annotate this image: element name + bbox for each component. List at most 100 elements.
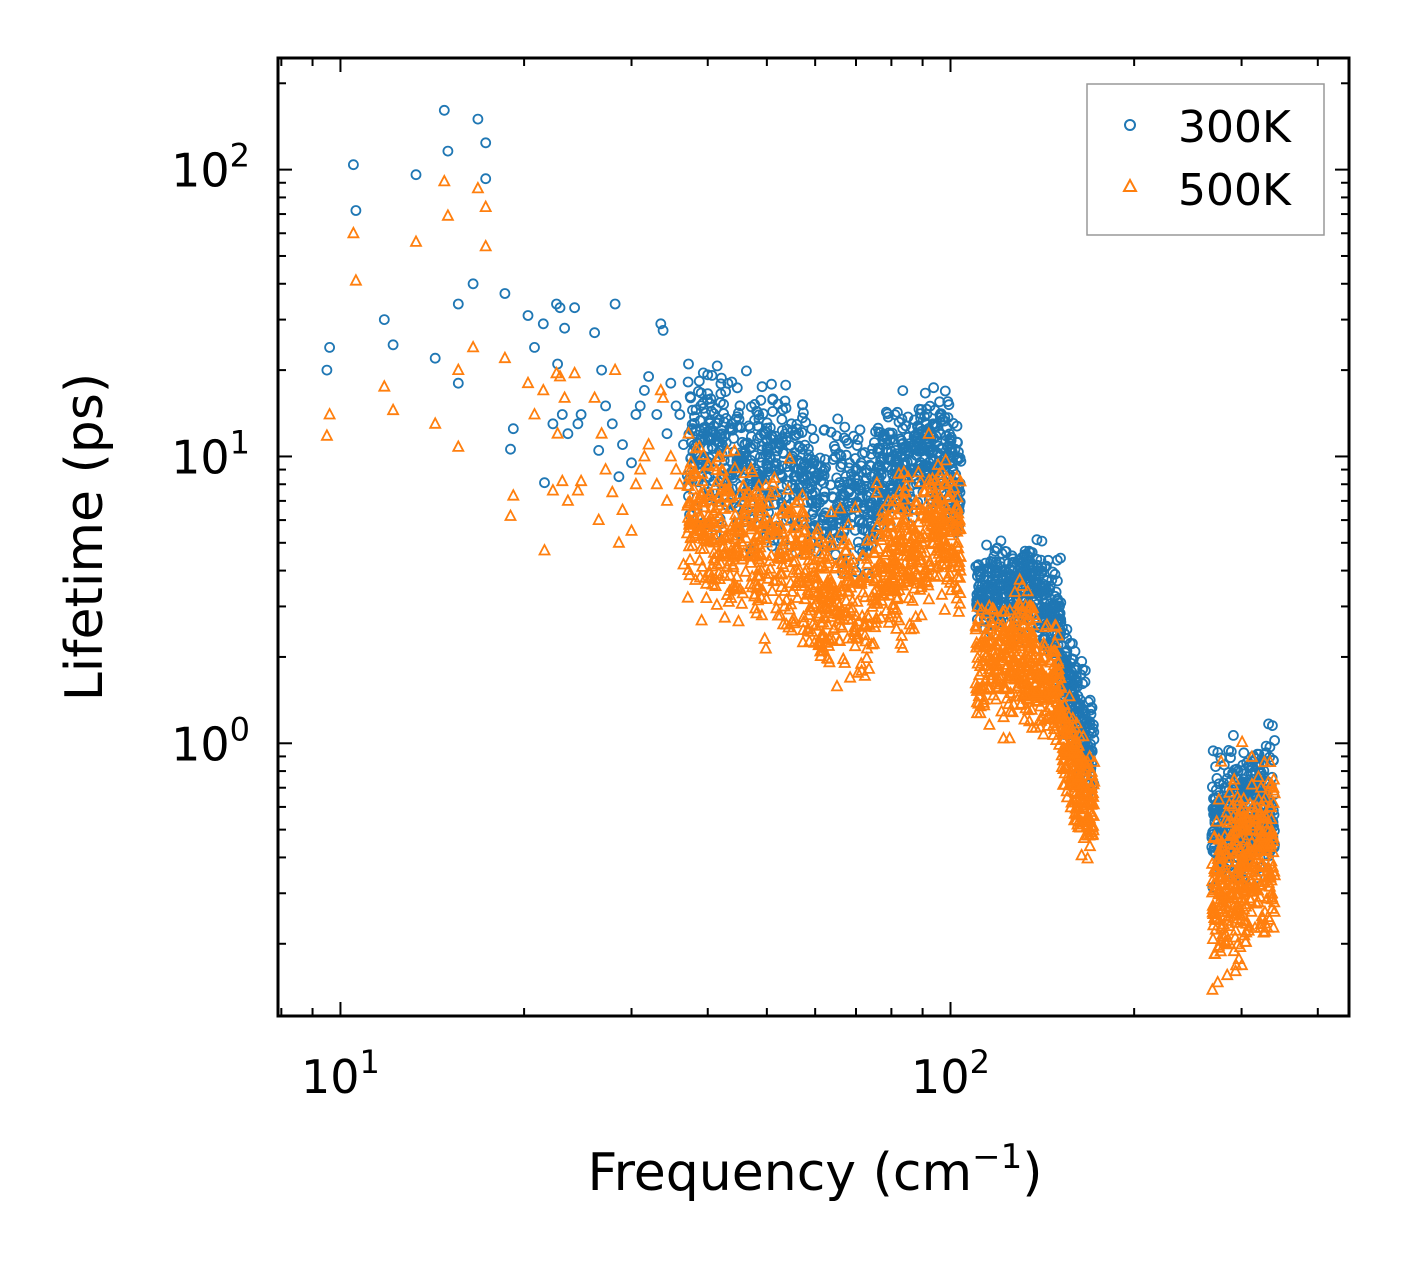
point-300k bbox=[986, 582, 997, 594]
point-300k bbox=[1047, 566, 1058, 578]
point-300k bbox=[537, 318, 549, 330]
point-300k bbox=[562, 428, 574, 440]
point-300k bbox=[989, 545, 1001, 557]
point-300k bbox=[684, 391, 696, 403]
point-300k bbox=[569, 302, 580, 314]
point-300k bbox=[923, 422, 935, 434]
point-300k bbox=[890, 454, 902, 466]
point-300k bbox=[843, 486, 854, 498]
point-300k bbox=[806, 481, 818, 493]
point-300k bbox=[998, 556, 1010, 567]
point-300k bbox=[995, 535, 1007, 547]
point-300k bbox=[699, 423, 711, 435]
point-300k bbox=[347, 159, 359, 171]
point-300k bbox=[803, 443, 814, 455]
point-300k bbox=[589, 327, 600, 339]
point-300k bbox=[756, 457, 767, 468]
point-300k bbox=[505, 443, 516, 455]
point-300k bbox=[693, 385, 704, 397]
y-tick-label-exp: 2 bbox=[230, 137, 250, 175]
point-300k bbox=[724, 422, 736, 434]
x-tick-label: 102 bbox=[911, 1043, 990, 1104]
point-300k bbox=[972, 560, 984, 571]
point-300k bbox=[665, 377, 677, 389]
point-300k bbox=[989, 570, 1001, 582]
point-300k bbox=[716, 372, 727, 384]
point-300k bbox=[626, 457, 637, 469]
point-300k bbox=[931, 447, 943, 459]
point-300k bbox=[472, 113, 484, 125]
x-tick-label-exp: 2 bbox=[970, 1043, 990, 1081]
point-300k bbox=[698, 402, 709, 414]
point-300k bbox=[902, 431, 914, 443]
point-300k bbox=[766, 378, 777, 390]
point-300k bbox=[854, 516, 866, 527]
point-300k bbox=[1044, 584, 1055, 596]
point-300k bbox=[718, 398, 729, 410]
point-300k bbox=[670, 400, 682, 412]
point-300k bbox=[634, 400, 646, 412]
point-300k bbox=[854, 424, 866, 436]
point-300k bbox=[767, 406, 778, 417]
point-300k bbox=[734, 400, 746, 412]
point-300k bbox=[438, 104, 450, 116]
point-300k bbox=[749, 450, 761, 461]
point-300k bbox=[840, 470, 852, 482]
point-300k bbox=[887, 434, 899, 446]
point-300k bbox=[499, 288, 511, 299]
point-300k bbox=[324, 341, 336, 353]
point-300k bbox=[575, 409, 587, 420]
point-300k bbox=[877, 433, 889, 445]
point-300k bbox=[655, 318, 667, 330]
point-300k bbox=[753, 409, 765, 421]
point-300k bbox=[816, 469, 828, 481]
point-300k bbox=[1028, 575, 1039, 587]
point-300k bbox=[711, 360, 723, 372]
point-300k bbox=[839, 421, 851, 433]
y-tick-label-exp: 1 bbox=[230, 423, 250, 461]
point-300k bbox=[881, 406, 892, 418]
point-300k bbox=[875, 454, 886, 465]
point-300k bbox=[830, 443, 841, 455]
point-300k bbox=[674, 409, 686, 420]
point-300k bbox=[1052, 575, 1063, 587]
point-300k bbox=[539, 477, 550, 489]
point-300k bbox=[695, 400, 707, 412]
point-300k bbox=[593, 444, 605, 456]
point-300k bbox=[835, 461, 847, 473]
y-tick-label: 101 bbox=[171, 423, 250, 484]
x-axis-label-end: ) bbox=[1022, 1143, 1042, 1203]
x-tick-label-base: 10 bbox=[911, 1050, 970, 1104]
point-300k bbox=[1036, 565, 1047, 577]
point-300k bbox=[827, 454, 839, 465]
x-tick-label-exp: 1 bbox=[360, 1043, 380, 1081]
point-300k bbox=[854, 484, 865, 496]
point-300k bbox=[982, 571, 993, 583]
point-300k bbox=[838, 476, 850, 488]
point-300k bbox=[350, 205, 362, 216]
point-300k bbox=[596, 364, 607, 376]
point-300k bbox=[906, 422, 918, 434]
point-300k bbox=[529, 341, 540, 353]
point-300k bbox=[781, 479, 793, 491]
point-300k bbox=[630, 409, 642, 420]
point-300k bbox=[746, 430, 757, 442]
point-300k bbox=[1031, 534, 1043, 546]
point-300k bbox=[657, 324, 669, 336]
point-300k bbox=[693, 375, 705, 387]
y-tick-label-base: 10 bbox=[171, 717, 230, 771]
point-300k bbox=[895, 433, 906, 445]
point-300k bbox=[726, 376, 738, 388]
point-300k bbox=[547, 418, 559, 430]
point-300k bbox=[702, 369, 714, 381]
point-300k bbox=[762, 448, 774, 460]
point-300k bbox=[780, 379, 792, 391]
legend-label-300k: 300K bbox=[1178, 102, 1292, 153]
point-300k bbox=[442, 145, 454, 157]
x-axis-label-text: Frequency (cm bbox=[587, 1143, 972, 1203]
point-300k bbox=[803, 449, 815, 461]
x-tick-labels: 10 1 102 bbox=[301, 1043, 990, 1104]
point-300k bbox=[429, 352, 441, 364]
point-300k bbox=[758, 428, 770, 440]
